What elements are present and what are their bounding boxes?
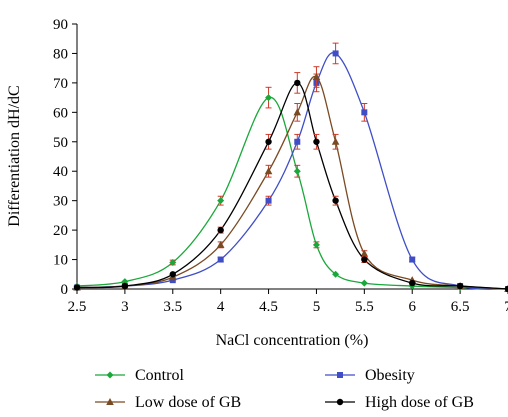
x-tick-label: 7 — [504, 299, 508, 315]
data-point — [216, 240, 225, 248]
data-point — [73, 284, 81, 291]
series-layer — [73, 42, 508, 293]
legend: Control Obesity Low dose of GB High dose of… — [95, 367, 474, 411]
data-point — [332, 197, 339, 204]
legend-marker — [336, 398, 344, 406]
data-point — [409, 256, 416, 263]
data-point — [265, 138, 272, 145]
legend-item: Obesity — [325, 367, 415, 384]
y-tick-label: 60 — [53, 105, 68, 121]
x-tick-label: 3 — [121, 299, 129, 315]
y-tick-label: 40 — [53, 164, 68, 180]
data-point — [332, 270, 340, 278]
y-tick-label: 80 — [53, 46, 68, 62]
data-point — [169, 271, 176, 278]
data-point — [361, 109, 368, 116]
series-line — [76, 82, 508, 290]
series-line — [76, 96, 508, 290]
data-point — [169, 259, 177, 266]
axes — [76, 24, 508, 290]
x-axis-label: NaCl concentration (%) — [216, 332, 369, 349]
data-point — [312, 73, 321, 80]
legend-label: Control — [135, 367, 184, 384]
data-point — [361, 256, 368, 263]
data-point — [360, 249, 369, 257]
data-point — [331, 137, 340, 145]
data-point — [504, 285, 508, 293]
legend-marker — [106, 371, 114, 379]
y-tick-label: 20 — [53, 223, 68, 239]
data-point — [217, 226, 224, 234]
x-tick-label: 5.5 — [355, 299, 374, 315]
legend-item: Control — [95, 367, 184, 384]
x-tick-label: 4.5 — [259, 299, 278, 315]
legend-marker — [337, 372, 343, 378]
y-tick-label: 90 — [53, 17, 68, 33]
y-axis-label: Differentiation dH/dC — [6, 85, 23, 226]
data-point — [265, 94, 273, 102]
data-point — [409, 279, 416, 287]
legend-item: High dose of GB — [325, 394, 474, 411]
y-ticks: 0 10 20 30 40 50 60 70 80 90 — [53, 17, 77, 298]
series-high-dose-of-gb — [73, 72, 508, 293]
data-point — [312, 241, 320, 249]
data-point — [293, 167, 301, 175]
x-tick-label: 6.5 — [451, 299, 470, 315]
x-ticks: 2.5 3 3.5 4 4.5 5 5.5 6 6.5 7 — [68, 289, 508, 315]
x-tick-label: 3.5 — [163, 299, 182, 315]
y-tick-label: 30 — [53, 194, 68, 210]
legend-label: Obesity — [365, 367, 415, 384]
legend-label: Low dose of GB — [135, 394, 241, 411]
legend-marker — [106, 398, 114, 405]
data-point — [293, 108, 302, 116]
data-point — [456, 282, 464, 290]
y-tick-label: 10 — [53, 253, 68, 269]
data-point — [313, 138, 320, 145]
series-low-dose-of-gb — [73, 66, 508, 292]
legend-label: High dose of GB — [365, 394, 474, 411]
x-tick-label: 6 — [408, 299, 416, 315]
data-point — [264, 167, 273, 175]
data-point — [217, 197, 225, 205]
y-tick-label: 70 — [53, 76, 68, 92]
data-point — [360, 279, 368, 287]
data-point — [294, 138, 301, 145]
data-point — [217, 256, 224, 263]
data-point — [265, 197, 272, 204]
data-point — [294, 79, 301, 87]
data-point — [332, 50, 339, 57]
data-point — [121, 282, 129, 290]
y-tick-label: 50 — [53, 135, 68, 151]
series-control — [73, 86, 508, 293]
legend-item: Low dose of GB — [95, 394, 241, 411]
series-obesity — [74, 42, 508, 292]
series-line — [76, 52, 508, 290]
y-tick-label: 0 — [61, 282, 69, 298]
x-tick-label: 4 — [217, 299, 225, 315]
x-tick-label: 2.5 — [68, 299, 87, 315]
x-tick-label: 5 — [313, 299, 321, 315]
series-line — [76, 75, 508, 290]
